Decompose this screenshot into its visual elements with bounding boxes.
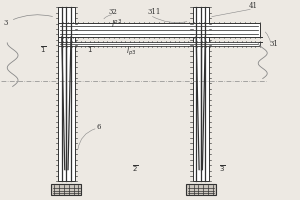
Text: 311: 311 [147, 8, 160, 16]
Text: $\overline{3}$: $\overline{3}$ [219, 164, 225, 175]
Bar [52, 184, 81, 195]
Text: 6: 6 [96, 123, 101, 131]
Text: 41: 41 [248, 2, 257, 10]
Text: $l_{p3}$: $l_{p3}$ [126, 45, 136, 58]
Text: 3: 3 [4, 15, 52, 27]
Text: 32: 32 [108, 8, 117, 16]
Text: $\overline{1}$: $\overline{1}$ [87, 45, 94, 55]
Text: $\overline{1}$: $\overline{1}$ [40, 45, 46, 55]
Bar [193, 7, 209, 181]
Bar [186, 184, 216, 195]
Bar [58, 23, 260, 37]
Text: $\overline{2}$: $\overline{2}$ [132, 164, 139, 175]
Bar [58, 7, 75, 181]
Text: $l^{p3}$: $l^{p3}$ [111, 18, 122, 30]
Bar [58, 42, 260, 46]
Text: 31: 31 [269, 40, 278, 48]
